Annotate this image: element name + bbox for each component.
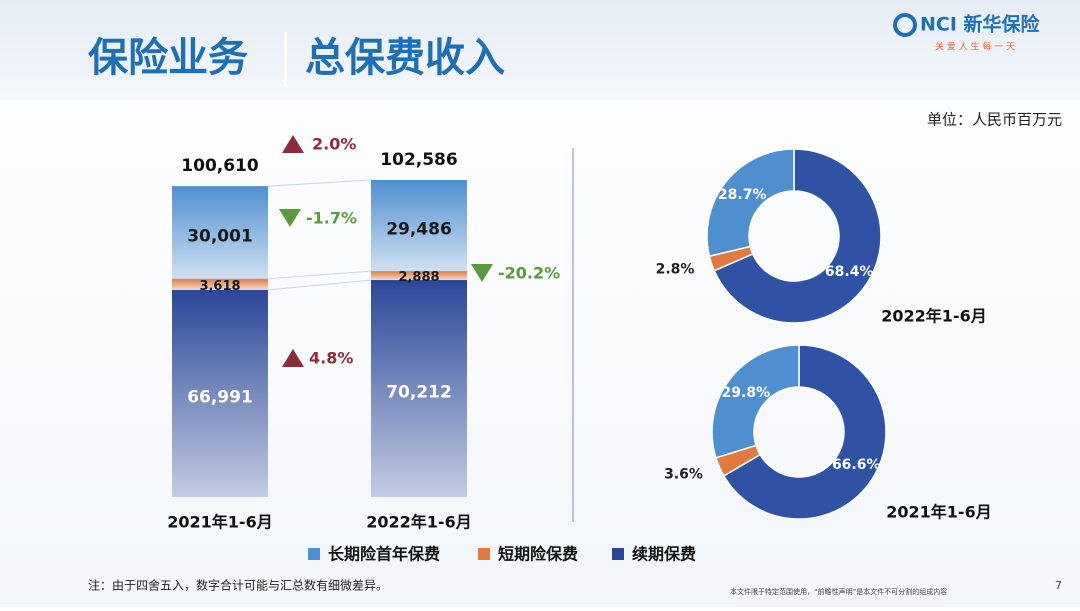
value-label: 3,618: [199, 279, 240, 294]
change-label: -1.7%: [306, 209, 357, 228]
legend-label: 长期险首年保费: [328, 545, 440, 564]
legend-label: 短期险保费: [498, 545, 578, 564]
value-label: 30,001: [187, 226, 253, 246]
value-label: 29,486: [386, 220, 452, 240]
pie-title: 2022年1-6月: [881, 307, 986, 326]
slogan: 关 爱 人 生 每 一 天: [935, 41, 1015, 53]
x-tick-label: 2021年1-6月: [167, 513, 272, 532]
slice-label: 28.7%: [718, 187, 767, 203]
page-number: 7: [1055, 579, 1062, 592]
donut-slice: [722, 344, 887, 520]
footer-note: 注：由于四舍五入，数字合计可能与汇总数有细微差异。: [88, 578, 388, 593]
donut-slice: [711, 344, 800, 459]
logo-icon: [893, 13, 917, 37]
change-arrow: [282, 349, 304, 367]
slice-label: 3.6%: [664, 466, 703, 482]
bar-segment: [172, 289, 268, 497]
header-divider: [284, 32, 287, 86]
pie-title: 2021年1-6月: [886, 503, 991, 522]
change-arrow: [279, 209, 301, 227]
total-label: 100,610: [181, 156, 259, 176]
donut-slice: [706, 148, 795, 258]
legend-swatch: [308, 548, 320, 560]
bar-segment: [371, 280, 467, 497]
value-label: 70,212: [386, 383, 452, 403]
change-label: 2.0%: [312, 135, 356, 154]
bar-segment: [371, 271, 467, 281]
slice-label: 29.8%: [722, 385, 771, 401]
legend-swatch: [478, 548, 490, 560]
total-label: 102,586: [380, 150, 457, 170]
slice-label: 68.4%: [825, 264, 874, 280]
value-label: 66,991: [187, 387, 253, 407]
bar-segment: [172, 186, 268, 279]
legend-label: 续期保费: [632, 545, 696, 564]
change-label: 4.8%: [309, 349, 353, 368]
bar-segment: [371, 180, 467, 272]
connector: [267, 179, 372, 187]
header-subtitle: 总保费收入: [305, 35, 505, 81]
donut-slice: [713, 148, 882, 324]
connector: [267, 270, 372, 280]
slice-label: 2.8%: [656, 261, 695, 277]
unit-label: 单位：人民币百万元: [927, 111, 1062, 129]
disclaimer: 本文件限于特定范围使用，“前瞻性声明”是本文件不可分割的组成内容: [730, 587, 947, 596]
value-label: 2,888: [398, 270, 439, 285]
change-label: -20.2%: [498, 264, 560, 283]
change-arrow: [471, 264, 493, 282]
change-arrow: [282, 135, 304, 153]
x-tick-label: 2022年1-6月: [366, 513, 471, 532]
logo: NCI 新华保险: [920, 13, 1041, 36]
connector: [267, 279, 372, 291]
slice-label: 66.6%: [832, 457, 881, 473]
bar-segment: [172, 278, 268, 290]
header-title: 保险业务: [88, 35, 248, 81]
legend-swatch: [612, 548, 624, 560]
